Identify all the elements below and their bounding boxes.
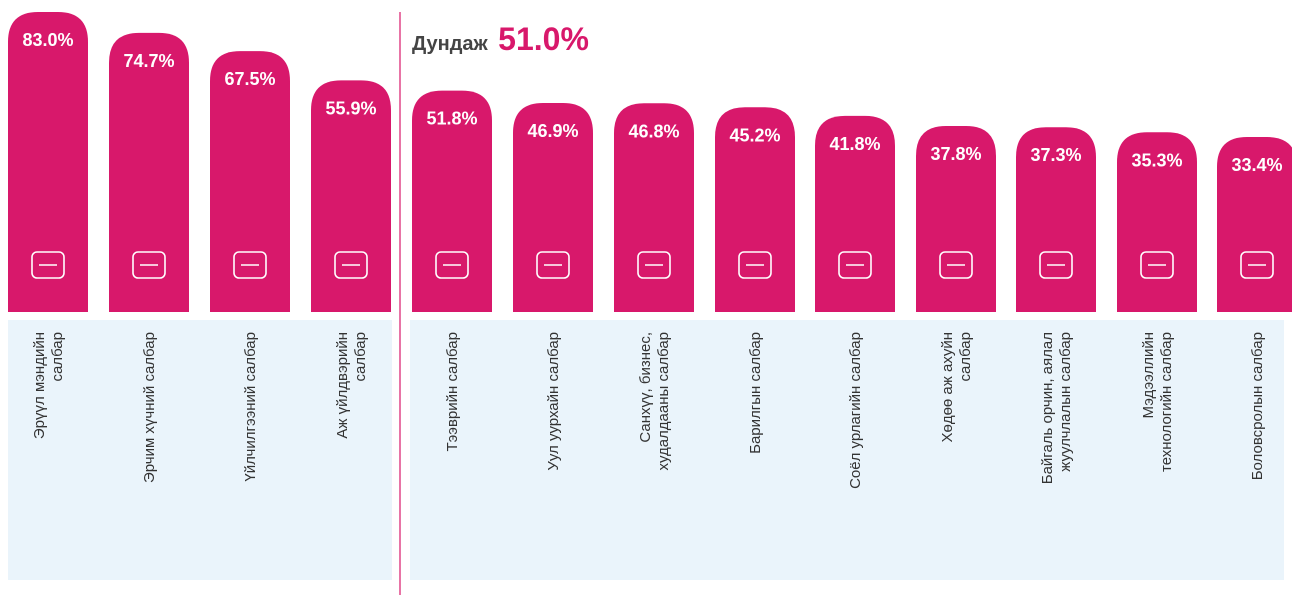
icon-shape <box>637 251 671 279</box>
bar <box>1117 132 1197 312</box>
bar <box>8 12 88 312</box>
category-label: Соёл урлагийн салбар <box>847 332 864 489</box>
value-label: 83.0% <box>22 30 73 50</box>
category-label: Барилгын салбар <box>747 332 764 454</box>
icon-shape <box>1039 251 1073 279</box>
icon <box>1140 251 1174 279</box>
icon-shape <box>1140 251 1174 279</box>
icon <box>536 251 570 279</box>
value-label: 46.9% <box>527 121 578 141</box>
icon-shape <box>334 251 368 279</box>
icon-shape <box>233 251 267 279</box>
value-label: 55.9% <box>325 98 376 118</box>
value-label: 33.4% <box>1231 155 1282 175</box>
icon <box>637 251 671 279</box>
category-label: технологийн салбар <box>1158 332 1175 472</box>
category-label: Мэдээллийн <box>1140 332 1157 418</box>
icon <box>838 251 872 279</box>
category-label: салбар <box>957 332 974 382</box>
value-label: 37.8% <box>930 144 981 164</box>
category-label: Уул уурхайн салбар <box>545 332 562 471</box>
category-label: салбар <box>49 332 66 382</box>
icon-shape <box>738 251 772 279</box>
category-label: Эрчим хүчний салбар <box>141 332 158 483</box>
average-title: Дундаж 51.0% <box>412 21 589 57</box>
value-label: 41.8% <box>829 134 880 154</box>
bar <box>715 107 795 312</box>
category-label: салбар <box>352 332 369 382</box>
icon-shape <box>435 251 469 279</box>
average-value: 51.0% <box>498 21 589 57</box>
value-label: 51.8% <box>426 109 477 129</box>
category-label: Эрүүл мэндийн <box>31 332 48 439</box>
category-label: Үйлчилгээний салбар <box>242 332 259 482</box>
bar <box>513 103 593 313</box>
icon-shape <box>838 251 872 279</box>
value-label: 74.7% <box>123 51 174 71</box>
icon-shape <box>939 251 973 279</box>
icon <box>939 251 973 279</box>
value-label: 35.3% <box>1131 150 1182 170</box>
icon-shape <box>31 251 65 279</box>
bar <box>109 32 189 312</box>
category-label: Боловсролын салбар <box>1249 332 1266 480</box>
icon <box>334 251 368 279</box>
category-label: Санхүү, бизнес, <box>637 332 654 443</box>
icon <box>233 251 267 279</box>
bar <box>412 90 492 313</box>
bar <box>1016 127 1096 312</box>
label-panel <box>410 320 1284 580</box>
category-label: Аж үйлдвэрийн <box>334 332 351 439</box>
category-label: Байгаль орчин, аялал <box>1039 332 1056 484</box>
icon <box>738 251 772 279</box>
value-label: 45.2% <box>729 125 780 145</box>
bar <box>614 103 694 313</box>
category-label: жуулчлалын салбар <box>1057 332 1074 472</box>
value-label: 67.5% <box>224 69 275 89</box>
value-label: 37.3% <box>1030 145 1081 165</box>
icon <box>1240 251 1274 279</box>
label-panel <box>8 320 392 580</box>
bar <box>916 125 996 312</box>
category-label: Хөдөө аж ахуйн <box>939 332 956 443</box>
icon-shape <box>536 251 570 279</box>
bar <box>815 115 895 313</box>
icon <box>31 251 65 279</box>
value-label: 46.8% <box>628 121 679 141</box>
average-label: Дундаж <box>412 33 489 55</box>
icon <box>132 251 166 279</box>
category-label: Тээврийн салбар <box>444 332 461 452</box>
icon-shape <box>1240 251 1274 279</box>
icon <box>435 251 469 279</box>
category-label: худалдааны салбар <box>655 332 672 471</box>
icon-shape <box>132 251 166 279</box>
bar <box>210 51 290 313</box>
icon <box>1039 251 1073 279</box>
bar <box>311 80 391 312</box>
